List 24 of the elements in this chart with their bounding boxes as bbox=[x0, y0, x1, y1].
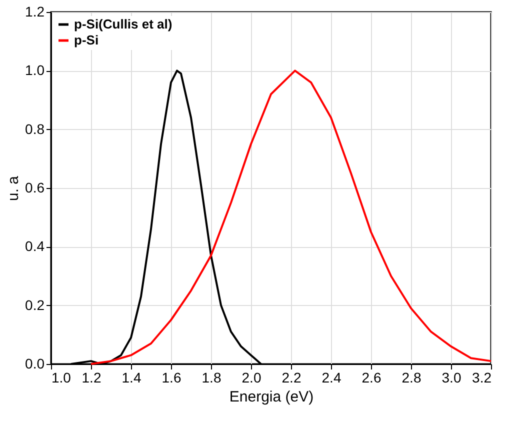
x-tick-label: 1.4 bbox=[122, 370, 142, 386]
y-axis-title: u. a bbox=[5, 175, 22, 202]
x-tick-label: 1.0 bbox=[52, 370, 72, 386]
legend-label: p-Si bbox=[74, 32, 99, 48]
x-tick-label: 2.0 bbox=[242, 370, 262, 386]
y-tick-label: 0.4 bbox=[25, 238, 45, 254]
x-axis-title: Energia (eV) bbox=[229, 388, 314, 406]
x-tick-label: 1.6 bbox=[162, 370, 182, 386]
x-tick-label: 3.2 bbox=[472, 370, 492, 386]
y-tick-label: 0.6 bbox=[25, 180, 45, 196]
x-tick-label: 2.4 bbox=[322, 370, 342, 386]
y-tick-label: 0.2 bbox=[25, 296, 45, 313]
y-tick-label: 1.0 bbox=[25, 62, 45, 78]
x-tick-label: 3.0 bbox=[442, 370, 462, 386]
legend-label: p-Si(Cullis et al) bbox=[74, 16, 172, 32]
y-tick-label: 0.0 bbox=[25, 356, 45, 372]
x-tick-label: 2.2 bbox=[282, 370, 302, 386]
x-tick-label: 2.8 bbox=[402, 370, 422, 386]
y-tick-label: 1.2 bbox=[25, 4, 45, 20]
y-tick-label: 0.8 bbox=[25, 120, 45, 137]
x-tick-label: 1.8 bbox=[202, 370, 222, 386]
x-tick-label: 2.6 bbox=[362, 370, 382, 386]
line-series bbox=[90, 70, 492, 365]
x-tick-label: 1.2 bbox=[82, 370, 102, 386]
